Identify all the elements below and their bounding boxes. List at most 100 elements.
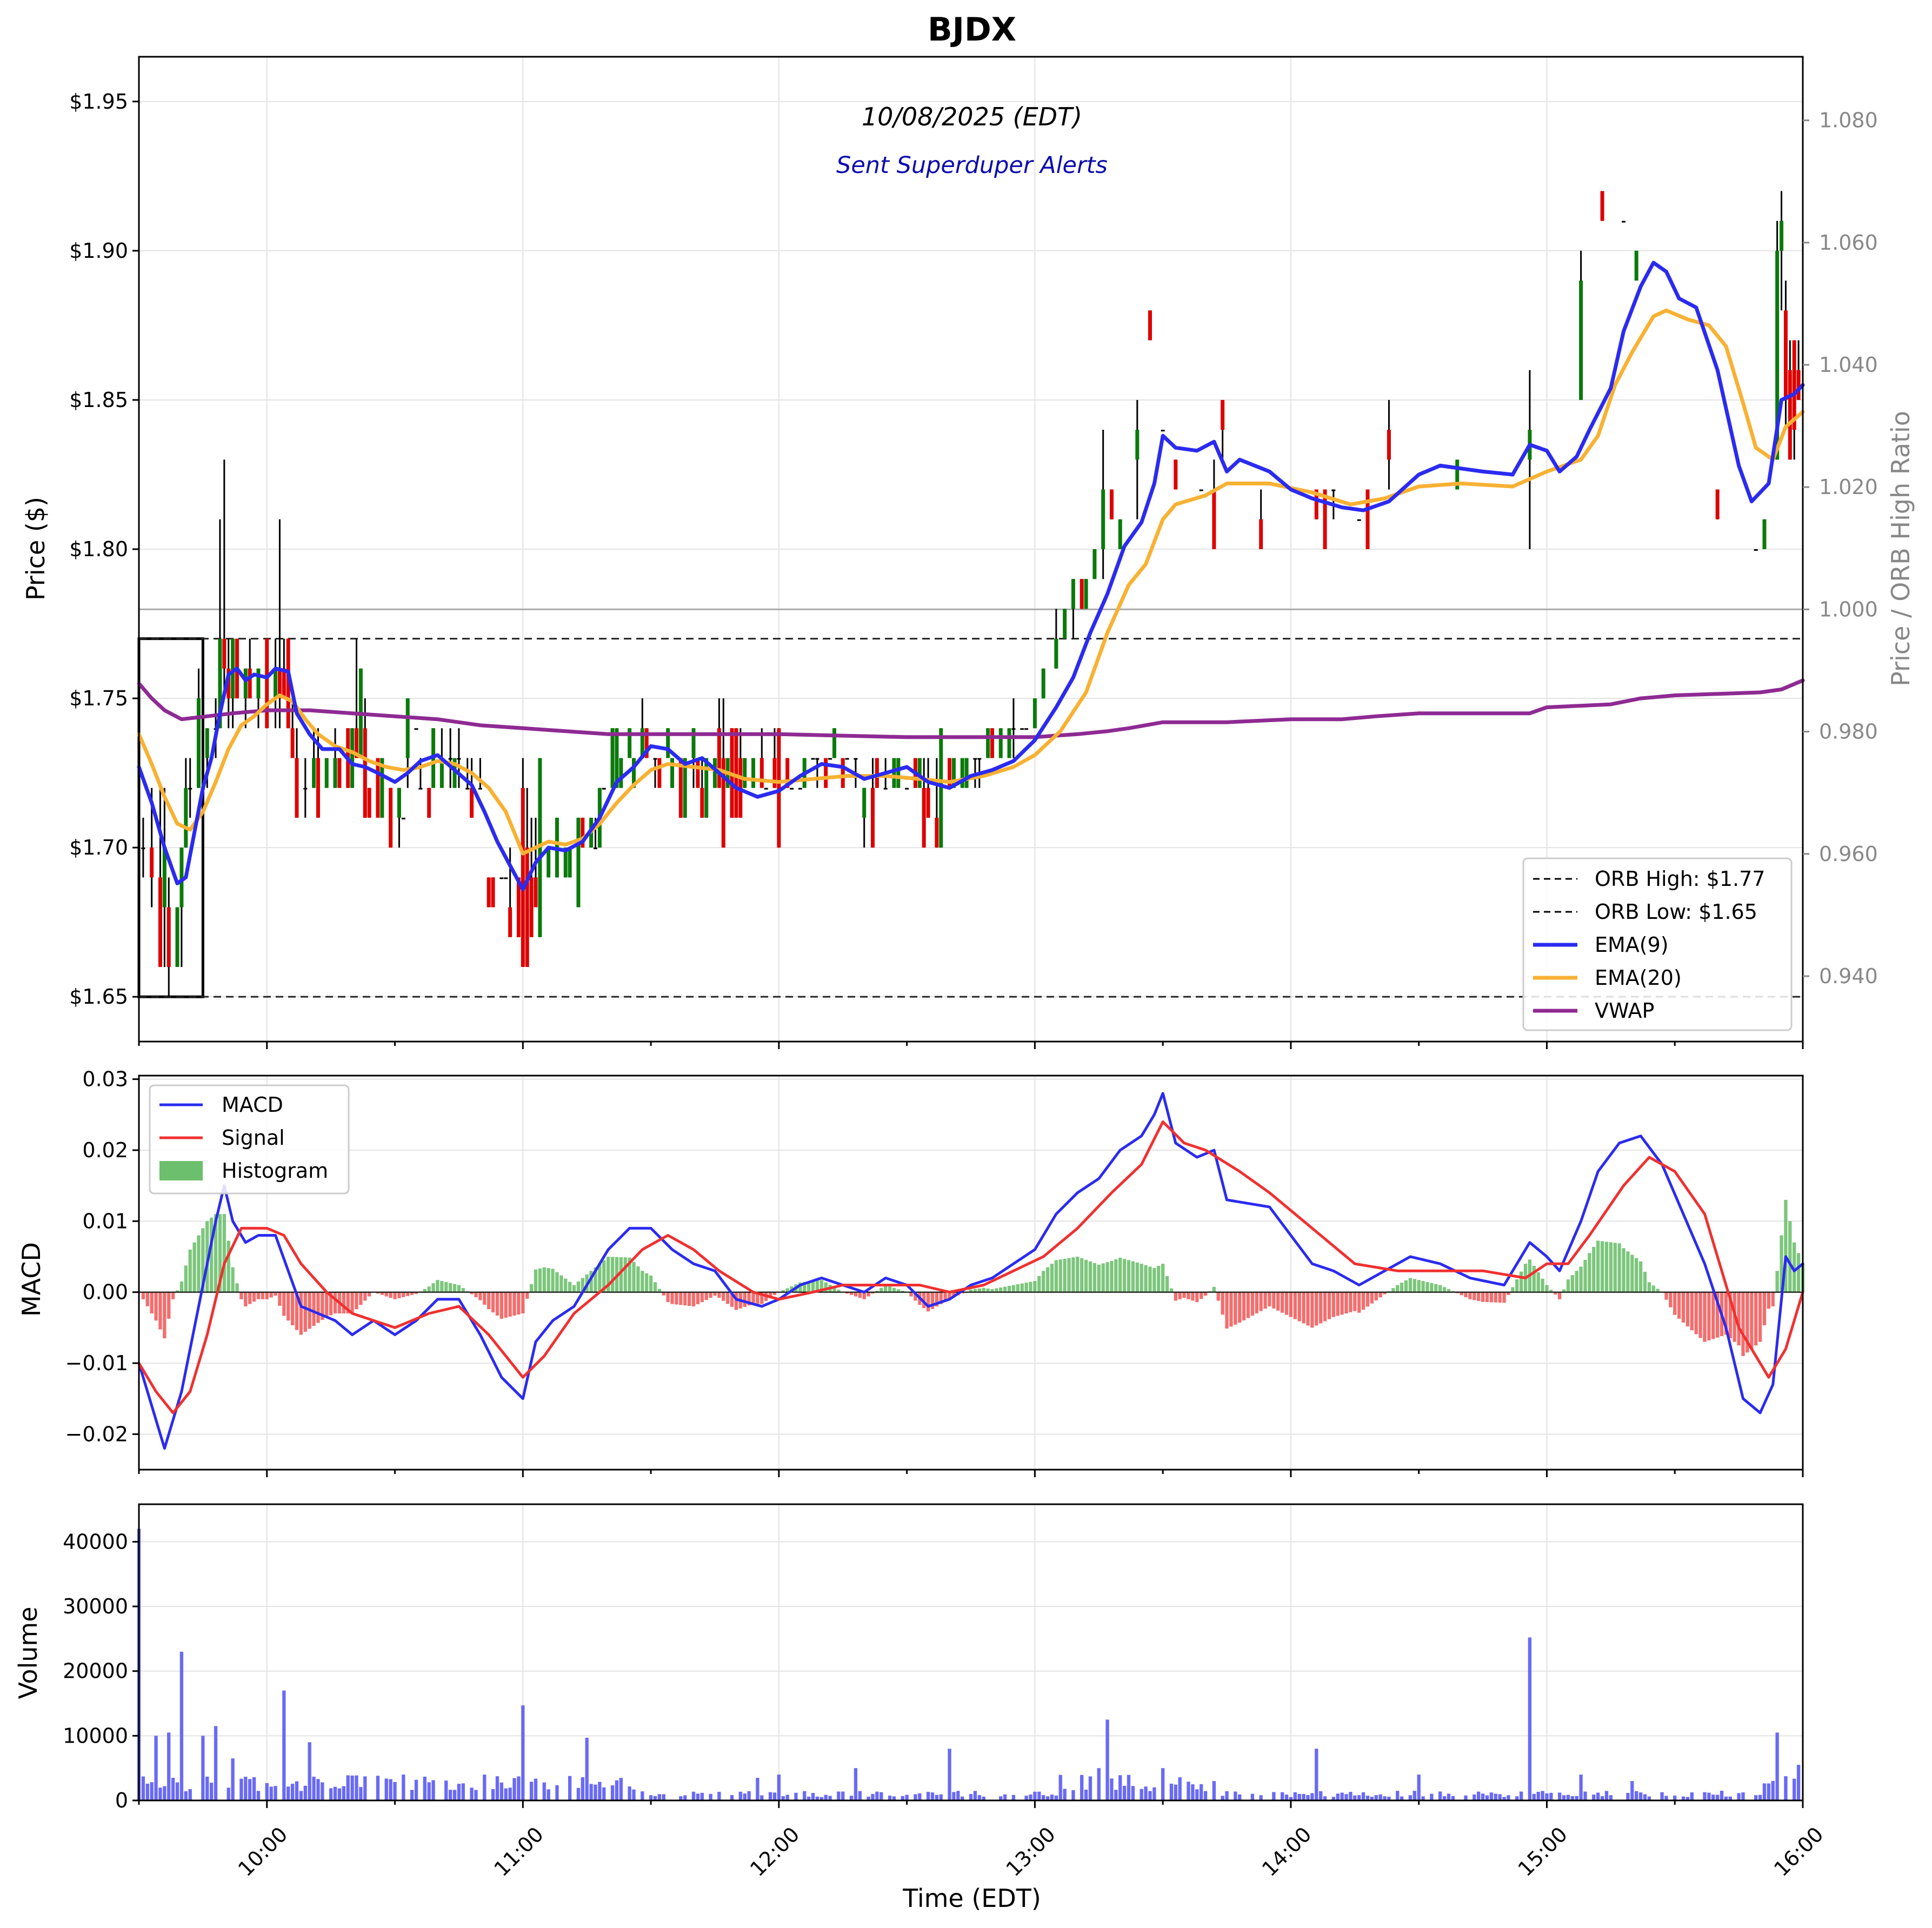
- candle-body: [772, 758, 777, 788]
- candle: [499, 877, 504, 879]
- candle-body: [960, 758, 964, 788]
- candle: [576, 817, 581, 908]
- volume-bar: [589, 1784, 593, 1800]
- volume-bar: [1647, 1796, 1651, 1800]
- histogram-bar: [687, 1292, 691, 1306]
- histogram-bar: [483, 1292, 487, 1305]
- volume-bar: [495, 1776, 499, 1800]
- candle-body: [657, 758, 662, 788]
- volume-bar: [483, 1774, 487, 1800]
- volume-bar: [171, 1778, 175, 1800]
- histogram-bar: [743, 1292, 747, 1307]
- candle: [367, 788, 371, 818]
- histogram-bar: [1784, 1199, 1788, 1292]
- histogram-bar: [1033, 1280, 1037, 1292]
- volume-bar: [738, 1791, 742, 1800]
- volume-bar: [1549, 1792, 1553, 1800]
- histogram-bar: [1097, 1264, 1101, 1292]
- volume-bar: [1187, 1782, 1190, 1800]
- volume-bar: [1545, 1793, 1549, 1800]
- candle: [1071, 579, 1075, 639]
- histogram-bar: [1570, 1275, 1574, 1292]
- volume-bar: [1592, 1794, 1596, 1800]
- candle-body: [841, 758, 845, 788]
- candle-body: [998, 728, 1003, 758]
- volume-bar: [948, 1749, 951, 1800]
- candle-body: [150, 848, 154, 878]
- candle-body: [883, 788, 888, 790]
- histogram-bar: [252, 1292, 256, 1302]
- candle: [1634, 250, 1638, 281]
- candle: [547, 848, 551, 878]
- ratio-tick-label: 0.980: [1819, 720, 1878, 744]
- histogram-bar: [1152, 1267, 1156, 1292]
- candle-body: [1118, 519, 1122, 549]
- volume-bar: [457, 1784, 461, 1800]
- candle-body: [1041, 668, 1045, 699]
- volume-bar: [376, 1776, 380, 1800]
- macd-tick-label: 0.01: [82, 1209, 128, 1233]
- histogram-bar: [431, 1283, 435, 1292]
- histogram-bar: [1024, 1282, 1028, 1292]
- candle-body: [312, 758, 316, 788]
- volume-bar: [1715, 1794, 1720, 1800]
- histogram-bar: [747, 1292, 751, 1306]
- volume-bar: [1528, 1637, 1532, 1800]
- candle-body: [632, 758, 636, 788]
- candle: [610, 728, 615, 788]
- histogram-bar: [1203, 1292, 1208, 1296]
- candle: [295, 728, 299, 818]
- volume-bar: [717, 1792, 721, 1800]
- volume-bar: [892, 1796, 896, 1800]
- candle-body: [508, 907, 512, 937]
- candle: [162, 788, 166, 967]
- histogram-bar: [1468, 1292, 1472, 1299]
- histogram-bar: [1473, 1292, 1476, 1300]
- candle-body: [696, 758, 700, 788]
- histogram-bar: [948, 1292, 951, 1299]
- volume-bar: [615, 1780, 619, 1800]
- candle-body: [491, 877, 495, 908]
- volume-bar: [214, 1726, 218, 1800]
- candle-body: [1775, 250, 1780, 460]
- volume-bar: [709, 1793, 712, 1800]
- candle: [376, 758, 380, 818]
- candle-body: [896, 758, 901, 788]
- histogram-bar: [184, 1265, 188, 1292]
- candle: [922, 758, 926, 848]
- volume-bar: [803, 1791, 807, 1800]
- candle: [764, 788, 768, 790]
- histogram-bar: [1216, 1292, 1220, 1301]
- histogram-bar: [982, 1287, 985, 1292]
- histogram-bar: [1361, 1292, 1365, 1310]
- volume-bar: [1626, 1793, 1630, 1800]
- candle-body: [1331, 489, 1336, 491]
- candle: [1063, 609, 1067, 639]
- legend-label: EMA(9): [1595, 933, 1669, 957]
- ratio-tick-label: 0.940: [1819, 964, 1878, 988]
- volume-bar: [1604, 1791, 1609, 1800]
- volume-bar: [653, 1796, 657, 1800]
- volume-bar: [1289, 1797, 1293, 1800]
- histogram-bar: [1221, 1292, 1224, 1315]
- candle-body: [678, 758, 683, 818]
- candle: [1387, 399, 1391, 490]
- candle: [1221, 399, 1225, 460]
- volume-bar: [363, 1776, 367, 1800]
- histogram-bar: [1255, 1292, 1258, 1313]
- histogram-bar: [717, 1292, 721, 1298]
- histogram-bar: [820, 1280, 823, 1292]
- candle-body: [1148, 310, 1152, 341]
- histogram-bar: [384, 1292, 388, 1297]
- histogram-bar: [1600, 1241, 1604, 1292]
- volume-bar: [1203, 1791, 1208, 1800]
- macd-tick-label: −0.01: [65, 1351, 128, 1375]
- candle-body: [1357, 519, 1361, 521]
- candle: [1011, 698, 1016, 758]
- candle: [563, 848, 568, 878]
- histogram-bar: [179, 1281, 184, 1292]
- volume-bar: [1562, 1795, 1566, 1800]
- histogram-bar: [1643, 1271, 1647, 1292]
- candle-body: [576, 817, 581, 908]
- histogram-bar: [1080, 1258, 1084, 1292]
